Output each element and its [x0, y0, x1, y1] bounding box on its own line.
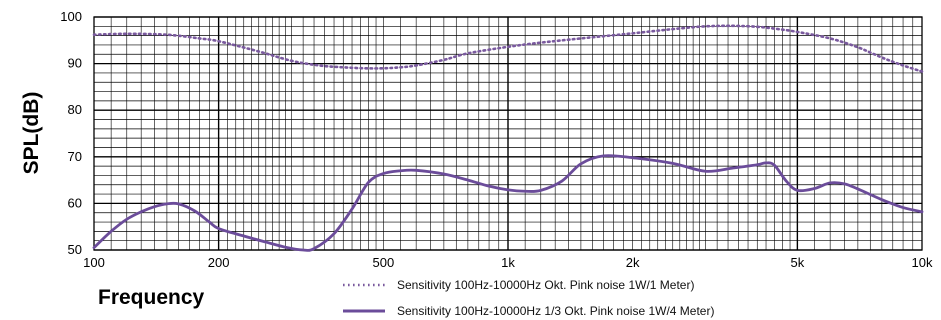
x-tick-label: 200	[208, 255, 230, 270]
legend: Sensitivity 100Hz-10000Hz Okt. Pink nois…	[343, 278, 714, 318]
plot-frame	[93, 16, 923, 251]
series-line-4m-solid	[92, 154, 924, 252]
grid-major-lines	[94, 16, 922, 251]
series-layer	[92, 24, 924, 252]
x-axis-label: Frequency	[98, 286, 205, 309]
x-tick-label: 1k	[501, 255, 515, 270]
y-tick-labels: 50 60 70 80 90 100	[60, 9, 82, 257]
y-tick-label: 80	[68, 102, 82, 117]
y-axis-label: SPL(dB)	[20, 92, 43, 175]
x-tick-label: 2k	[626, 255, 640, 270]
legend-label: Sensitivity 100Hz-10000Hz 1/3 Okt. Pink …	[397, 304, 714, 318]
legend-label: Sensitivity 100Hz-10000Hz Okt. Pink nois…	[397, 278, 694, 292]
y-tick-label: 90	[68, 56, 82, 71]
series-line-1m-dotted	[92, 24, 924, 73]
x-tick-label: 500	[373, 255, 395, 270]
x-tick-label: 100	[83, 255, 105, 270]
y-tick-label: 100	[60, 9, 82, 24]
y-tick-label: 50	[68, 242, 82, 257]
y-tick-label: 70	[68, 149, 82, 164]
y-tick-label: 60	[68, 195, 82, 210]
x-tick-label: 5k	[791, 255, 805, 270]
x-tick-labels: 100 200 500 1k 2k 5k 10k	[83, 255, 933, 270]
x-tick-label: 10k	[912, 255, 933, 270]
